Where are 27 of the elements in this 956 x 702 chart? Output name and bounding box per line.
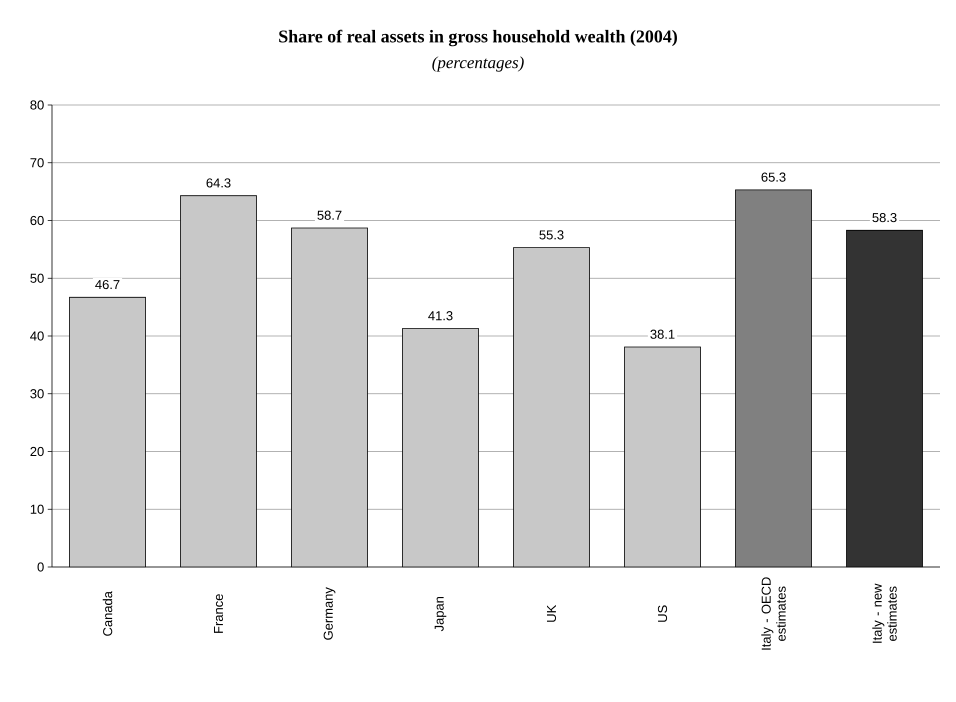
x-tick-label: Italy - OECD estimates <box>761 577 786 650</box>
y-tick-label: 70 <box>30 158 44 168</box>
y-tick-label: 30 <box>30 389 44 398</box>
data-label: 55.3 <box>539 230 564 240</box>
y-tick-label: 20 <box>30 446 44 456</box>
data-label: 46.7 <box>95 280 120 290</box>
y-tick-label: 0 <box>38 562 44 572</box>
x-tick-label: France <box>214 594 224 633</box>
data-label: 65.3 <box>762 172 786 182</box>
x-tick-label: Canada <box>102 591 112 636</box>
x-tick-label: Japan <box>434 596 446 632</box>
x-tick-label: US <box>658 605 668 622</box>
chart-title: Share of real assets in gross household wealth (2004) <box>279 30 677 46</box>
x-tick-label: UK <box>546 604 556 622</box>
x-tick-label: Germany <box>324 587 336 640</box>
data-label: 41.3 <box>428 311 453 320</box>
y-tick-label: 10 <box>30 504 44 514</box>
x-tick-label: Italy - new estimates <box>872 584 897 643</box>
y-tick-label: 80 <box>30 100 44 110</box>
data-label: 64.3 <box>206 178 231 188</box>
data-label: 58.7 <box>317 210 342 220</box>
chart-subtitle: (percentages) <box>432 56 524 72</box>
y-tick-label: 60 <box>30 216 44 226</box>
data-label: 58.3 <box>872 212 897 222</box>
y-tick-label: 40 <box>30 331 44 341</box>
y-tick-label: 50 <box>30 274 44 283</box>
data-label: 38.1 <box>650 330 674 339</box>
